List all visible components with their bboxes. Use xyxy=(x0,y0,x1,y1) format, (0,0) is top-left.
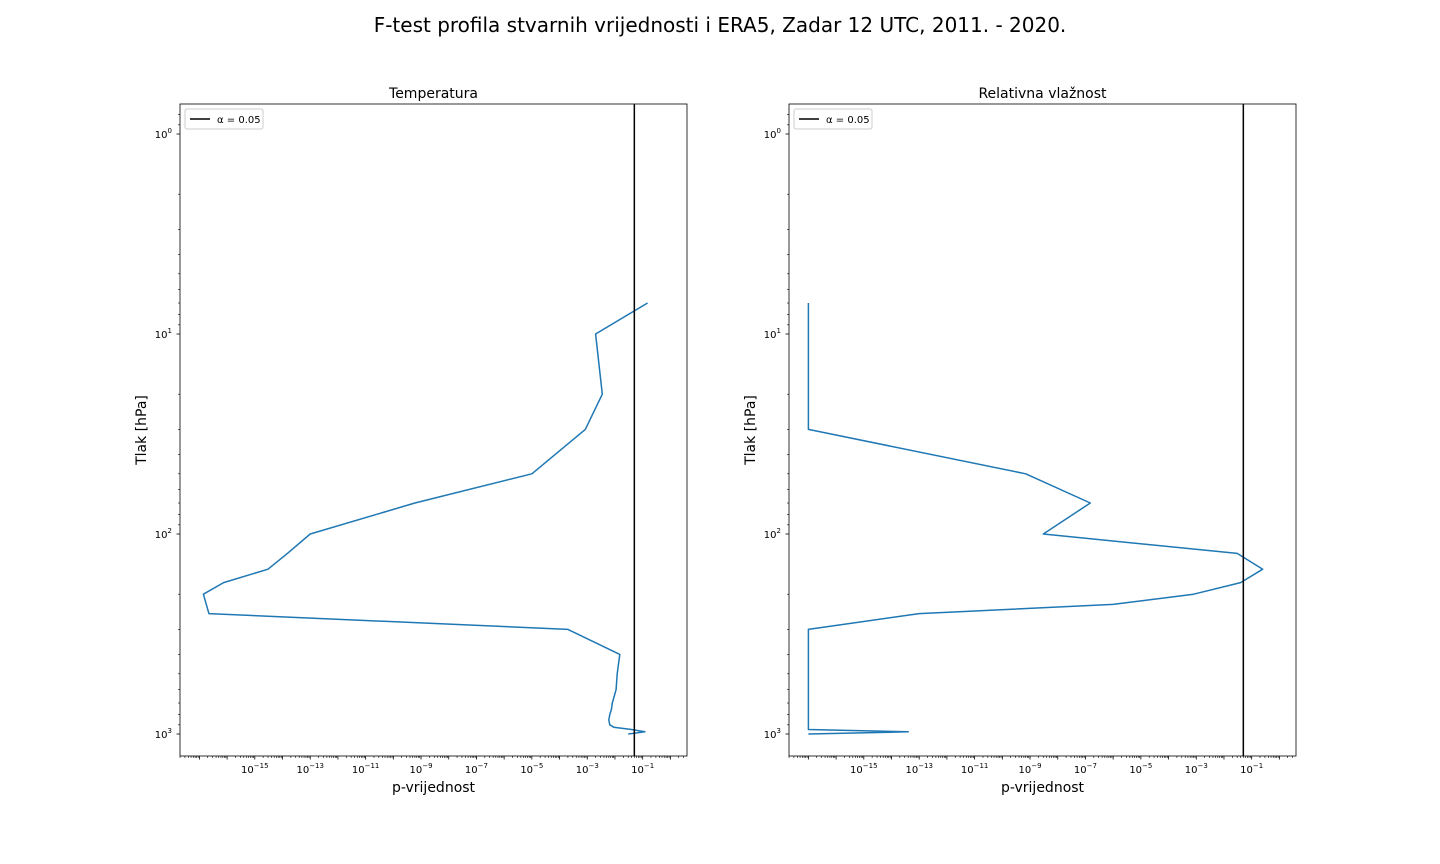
x-axis-label: p-vrijednost xyxy=(1001,780,1085,796)
y-tick-label: 102 xyxy=(764,527,781,541)
axes-frame xyxy=(179,103,688,757)
legend-box xyxy=(793,108,873,130)
legend-label: α = 0.05 xyxy=(826,115,870,126)
x-tick-label: 10−15 xyxy=(850,762,878,776)
x-tick-label: 10−1 xyxy=(1240,762,1263,776)
x-tick-label: 10−15 xyxy=(241,762,269,776)
legend: α = 0.05 xyxy=(793,108,873,130)
legend-box xyxy=(184,108,264,130)
x-tick-label: 10−7 xyxy=(465,762,488,776)
x-tick-label: 10−9 xyxy=(410,762,433,776)
axes-frame xyxy=(788,103,1297,757)
figure-suptitle: F-test profila stvarnih vrijednosti i ER… xyxy=(374,13,1067,37)
axes-title: Temperatura xyxy=(388,86,478,102)
x-axis-label: p-vrijednost xyxy=(392,780,476,796)
y-tick-label: 100 xyxy=(155,127,172,141)
y-tick-label: 101 xyxy=(155,327,172,341)
x-tick-label: 10−13 xyxy=(905,762,933,776)
p-value-profile-line xyxy=(807,303,1264,735)
y-tick-label: 102 xyxy=(155,527,172,541)
y-tick-label: 100 xyxy=(764,127,781,141)
y-axis-label: Tlak [hPa] xyxy=(134,395,150,466)
x-tick-label: 10−3 xyxy=(576,762,599,776)
panel-temperatura: Temperatura 10−15 10−13 10−11 10−9 10−7 10−5 10… xyxy=(134,86,688,796)
x-tick-label: 10−3 xyxy=(1185,762,1208,776)
p-value-profile-line xyxy=(202,302,648,735)
legend: α = 0.05 xyxy=(184,108,264,130)
x-tick-label: 10−7 xyxy=(1074,762,1097,776)
x-tick-label: 10−5 xyxy=(1129,762,1152,776)
x-tick-label: 10−5 xyxy=(520,762,543,776)
x-tick-label: 10−1 xyxy=(631,762,654,776)
y-tick-label: 103 xyxy=(155,727,172,741)
y-tick-label: 103 xyxy=(764,727,781,741)
x-tick-label: 10−13 xyxy=(296,762,324,776)
x-tick-label: 10−11 xyxy=(961,762,989,776)
axes-title: Relativna vlažnost xyxy=(978,86,1107,102)
legend-label: α = 0.05 xyxy=(217,115,261,126)
x-tick-label: 10−9 xyxy=(1019,762,1042,776)
panel-relativna-vlaznost: Relativna vlažnost 10−15 10−13 10−11 10−9 10−… xyxy=(743,86,1297,796)
x-tick-label: 10−11 xyxy=(352,762,380,776)
y-tick-label: 101 xyxy=(764,327,781,341)
y-axis-label: Tlak [hPa] xyxy=(743,395,759,466)
